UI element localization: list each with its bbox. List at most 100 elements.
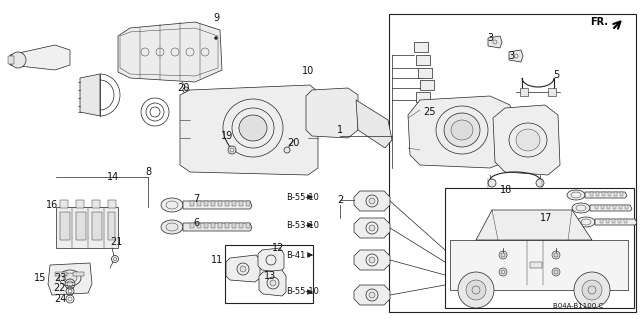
Circle shape <box>111 256 118 263</box>
Bar <box>246 223 250 228</box>
Bar <box>239 223 243 228</box>
Bar <box>60 200 68 208</box>
Bar <box>600 219 603 223</box>
Bar <box>613 205 616 209</box>
Bar <box>8 56 14 64</box>
Bar <box>614 192 617 196</box>
Text: 5: 5 <box>553 70 559 80</box>
Circle shape <box>369 225 375 231</box>
Text: 23: 23 <box>54 273 66 283</box>
Polygon shape <box>595 219 637 225</box>
Bar <box>590 192 593 196</box>
Bar <box>190 223 194 228</box>
Bar <box>420 80 434 90</box>
Bar <box>606 219 609 223</box>
Circle shape <box>183 87 189 93</box>
Text: 13: 13 <box>264 271 276 281</box>
Ellipse shape <box>239 115 267 141</box>
Polygon shape <box>80 74 100 116</box>
Text: 14: 14 <box>107 172 119 182</box>
Bar <box>246 201 250 206</box>
Bar <box>418 68 432 78</box>
Bar <box>548 88 556 96</box>
Circle shape <box>240 266 246 272</box>
Text: 15: 15 <box>34 273 46 283</box>
Polygon shape <box>476 210 592 240</box>
Text: 2: 2 <box>337 195 343 205</box>
Bar <box>389 14 636 312</box>
Bar <box>625 205 628 209</box>
Polygon shape <box>306 88 358 138</box>
Circle shape <box>552 268 560 276</box>
Text: 25: 25 <box>424 107 436 117</box>
Polygon shape <box>354 250 390 270</box>
Bar <box>218 201 222 206</box>
Bar <box>108 212 115 240</box>
Bar <box>239 201 243 206</box>
Bar <box>530 262 542 268</box>
Text: 6: 6 <box>193 218 199 228</box>
Bar <box>225 223 229 228</box>
Bar <box>624 219 627 223</box>
Text: B-53-10: B-53-10 <box>286 220 319 229</box>
Circle shape <box>582 280 602 300</box>
Text: 18: 18 <box>500 185 512 195</box>
Text: FR.: FR. <box>590 17 608 27</box>
Bar <box>92 212 102 240</box>
Bar <box>225 201 229 206</box>
Bar <box>445 188 634 308</box>
Circle shape <box>369 292 375 298</box>
Bar <box>204 201 208 206</box>
Text: 7: 7 <box>193 194 199 204</box>
Polygon shape <box>118 22 222 82</box>
Bar <box>211 201 215 206</box>
Bar <box>601 205 604 209</box>
Circle shape <box>499 251 507 259</box>
Text: B-55-10: B-55-10 <box>286 192 319 202</box>
Circle shape <box>536 179 544 187</box>
Ellipse shape <box>161 220 183 234</box>
Bar <box>92 200 100 208</box>
Polygon shape <box>258 248 284 272</box>
Circle shape <box>270 280 276 286</box>
Polygon shape <box>48 263 92 295</box>
Bar <box>60 212 70 240</box>
Bar <box>520 88 528 96</box>
Text: 8: 8 <box>145 167 151 177</box>
Text: 11: 11 <box>211 255 223 265</box>
Bar <box>204 223 208 228</box>
Bar <box>211 223 215 228</box>
Text: 3: 3 <box>487 33 493 43</box>
Polygon shape <box>183 201 252 209</box>
Ellipse shape <box>567 190 585 200</box>
Circle shape <box>499 268 507 276</box>
Bar <box>596 192 599 196</box>
Text: 21: 21 <box>110 237 122 247</box>
Polygon shape <box>493 105 560 175</box>
Bar <box>108 200 116 208</box>
Bar <box>218 223 222 228</box>
Ellipse shape <box>63 273 77 283</box>
Text: 9: 9 <box>213 13 219 23</box>
Bar <box>76 200 84 208</box>
Bar <box>232 223 236 228</box>
Ellipse shape <box>451 120 473 140</box>
Bar <box>619 205 622 209</box>
Ellipse shape <box>516 129 540 151</box>
Bar <box>416 55 430 65</box>
Bar <box>56 207 118 248</box>
Polygon shape <box>180 85 318 175</box>
Bar <box>414 42 428 52</box>
Text: 24: 24 <box>54 294 66 304</box>
Circle shape <box>228 146 236 154</box>
Bar <box>612 219 615 223</box>
Polygon shape <box>488 36 502 48</box>
Polygon shape <box>585 192 627 198</box>
Bar <box>225 245 313 303</box>
Text: 10: 10 <box>302 66 314 76</box>
Polygon shape <box>509 50 523 62</box>
Bar <box>602 192 605 196</box>
Polygon shape <box>10 45 70 70</box>
Circle shape <box>552 251 560 259</box>
Circle shape <box>10 52 26 68</box>
